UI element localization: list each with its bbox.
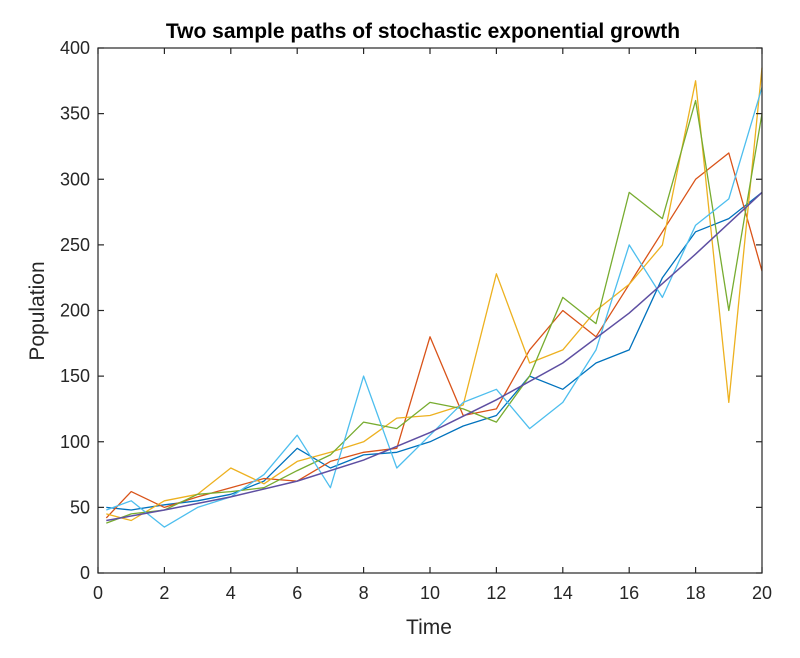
series-line-4 [106,99,763,524]
x-tick-label: 10 [420,583,440,603]
y-tick-label: 400 [60,38,90,58]
chart-title: Two sample paths of stochastic exponenti… [166,20,680,43]
y-tick-label: 250 [60,235,90,255]
x-tick-label: 18 [686,583,706,603]
axes-layer: 0 2 4 6 8 10 12 14 16 18 2005010015020025030035040… [60,38,772,603]
y-tick-label: 300 [60,169,90,189]
x-tick-label: 16 [619,583,639,603]
y-tick-label: 100 [60,432,90,452]
series-line-3 [106,67,763,522]
series-line-5 [106,87,763,528]
series-layer [105,67,763,528]
x-tick-label: 0 [93,583,103,603]
mean-curve-line [106,191,763,522]
x-tick-label: 4 [226,583,236,603]
series-line-1 [106,191,763,511]
x-tick-label: 20 [752,583,772,603]
x-tick-label: 14 [553,583,573,603]
x-tick-label: 12 [486,583,506,603]
x-tick-label: 6 [292,583,302,603]
y-tick-label: 200 [60,301,90,321]
y-tick-label: 0 [80,563,90,583]
x-tick-label: 8 [359,583,369,603]
x-tick-label: 2 [159,583,169,603]
y-tick-label: 50 [70,497,90,517]
y-tick-label: 150 [60,366,90,386]
x-axis-label: Time [406,616,452,639]
y-axis-label: Population [26,261,49,360]
y-tick-label: 350 [60,104,90,124]
